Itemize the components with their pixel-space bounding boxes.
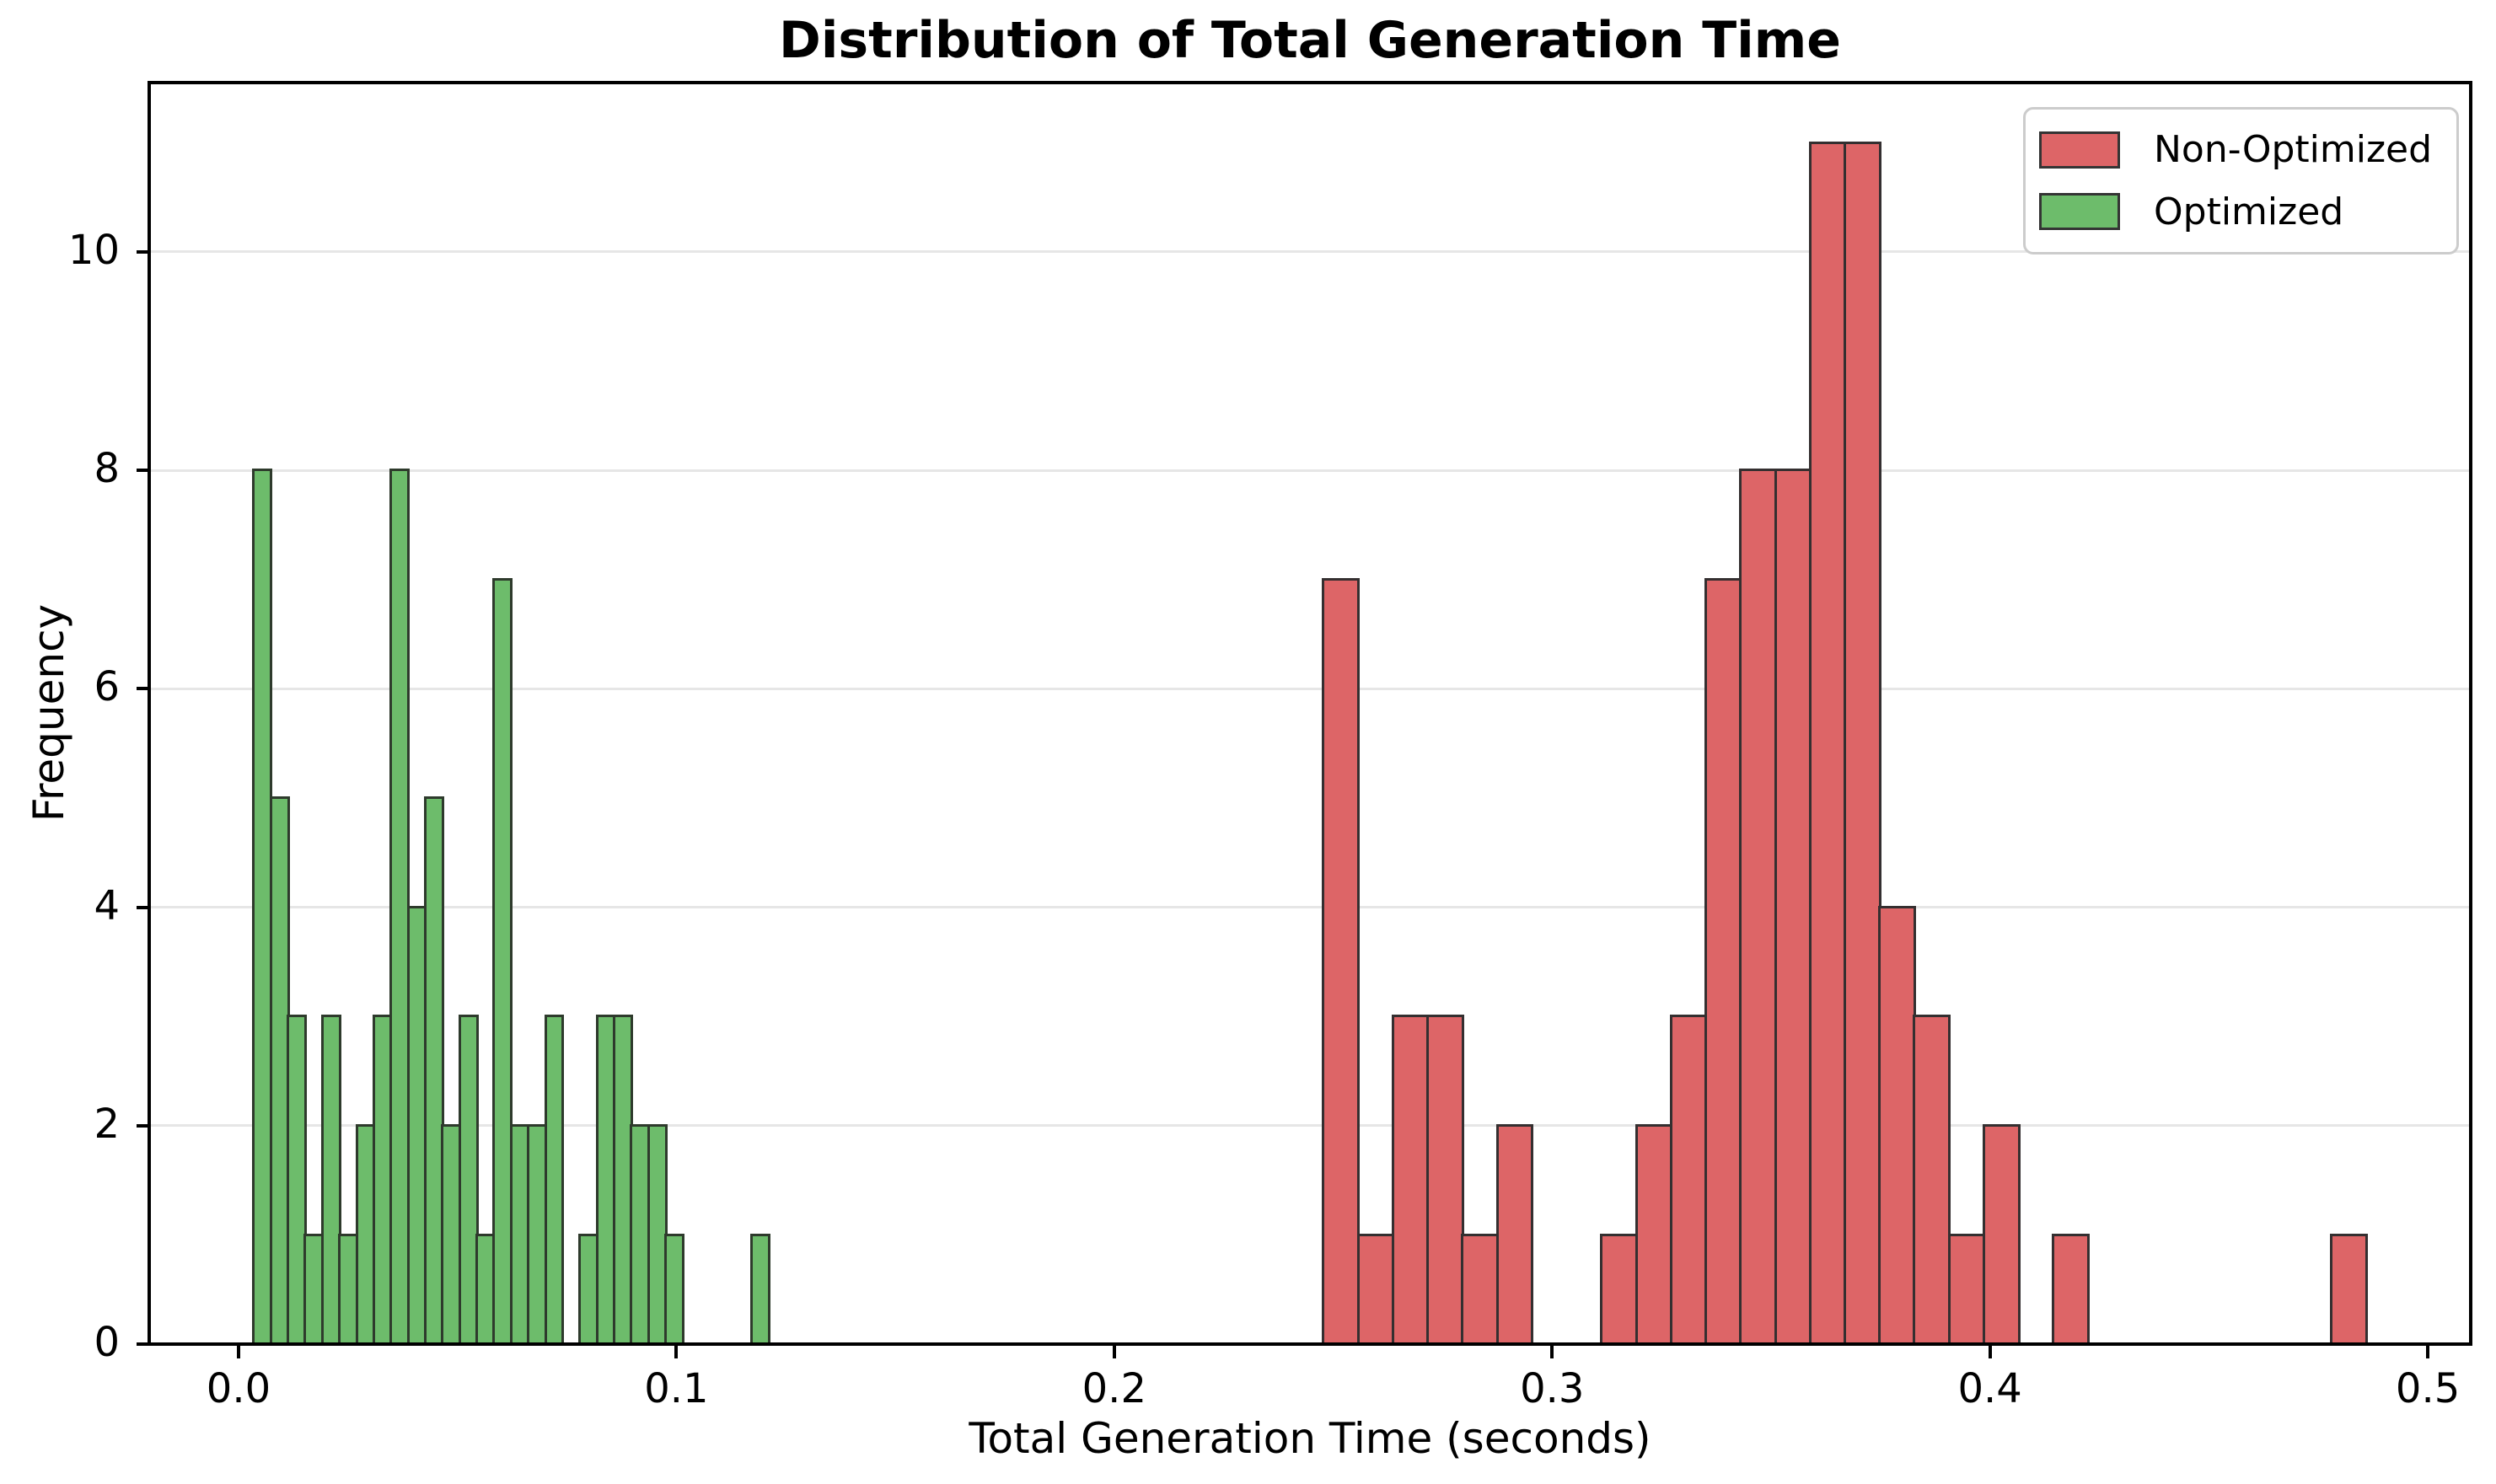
x-tick-label: 0.4 [1957,1365,2022,1412]
non-optimized-bar [1669,1015,1708,1346]
y-tick-label: 2 [94,1100,120,1148]
non-optimized-bar [1356,1233,1395,1346]
non-optimized-bar [1739,469,1777,1346]
y-axis-label: Frequency [24,603,73,822]
y-tick-mark [137,1342,149,1346]
y-tick-mark [137,687,149,691]
non-optimized-bar [2330,1233,2369,1346]
x-tick-label: 0.5 [2395,1365,2461,1412]
x-tick-label: 0.1 [644,1365,709,1412]
x-axis-label: Total Generation Time (seconds) [969,1414,1651,1463]
legend-swatch-icon [2039,131,2120,169]
non-optimized-bar [1982,1124,2021,1346]
y-tick-mark [137,905,149,909]
non-optimized-bar [1600,1233,1639,1346]
legend-item-non-optimized: Non-Optimized [2039,128,2456,171]
non-optimized-bar [1634,1124,1673,1346]
x-tick-mark [674,1346,679,1358]
x-tick-label: 0.2 [1082,1365,1146,1412]
y-tick-label: 6 [94,663,120,711]
gridline [149,1124,2471,1128]
y-tick-label: 10 [67,226,120,274]
legend-swatch-icon [2039,193,2120,231]
gridline [149,906,2471,909]
non-optimized-bar [1704,577,1742,1346]
y-tick-label: 0 [94,1318,120,1366]
non-optimized-bar [1322,577,1361,1346]
y-tick-label: 8 [94,444,120,492]
non-optimized-bar [2052,1233,2091,1346]
plot-area [149,83,2471,1346]
legend-label: Optimized [2154,190,2344,233]
y-tick-mark [137,1123,149,1128]
y-tick-label: 4 [94,881,120,930]
x-tick-mark [1550,1346,1554,1358]
legend-item-optimized: Optimized [2039,190,2456,233]
non-optimized-bar [1495,1124,1534,1346]
y-tick-mark [137,469,149,473]
x-tick-label: 0.0 [206,1365,271,1412]
optimized-bar [664,1233,684,1346]
optimized-bar [544,1015,565,1346]
legend-label: Non-Optimized [2154,128,2433,172]
non-optimized-bar [1774,469,1812,1346]
y-tick-mark [137,249,149,254]
x-tick-mark [1112,1346,1116,1358]
non-optimized-bar [1913,1015,1951,1346]
x-tick-mark [236,1346,240,1358]
gridline [149,687,2471,690]
x-tick-label: 0.3 [1520,1365,1585,1412]
non-optimized-bar [1843,141,1881,1346]
non-optimized-bar [1461,1233,1500,1346]
gridline [149,469,2471,472]
non-optimized-bar [1947,1233,1986,1346]
non-optimized-bar [1426,1015,1464,1346]
non-optimized-bar [1391,1015,1430,1346]
optimized-bar [749,1233,770,1346]
non-optimized-bar [1878,905,1916,1346]
chart-title: Distribution of Total Generation Time [779,11,1841,70]
gridline [149,250,2471,254]
legend: Non-Optimized Optimized [2023,107,2459,254]
x-tick-mark [2426,1346,2430,1358]
x-tick-mark [1988,1346,1992,1358]
non-optimized-bar [1808,141,1847,1346]
